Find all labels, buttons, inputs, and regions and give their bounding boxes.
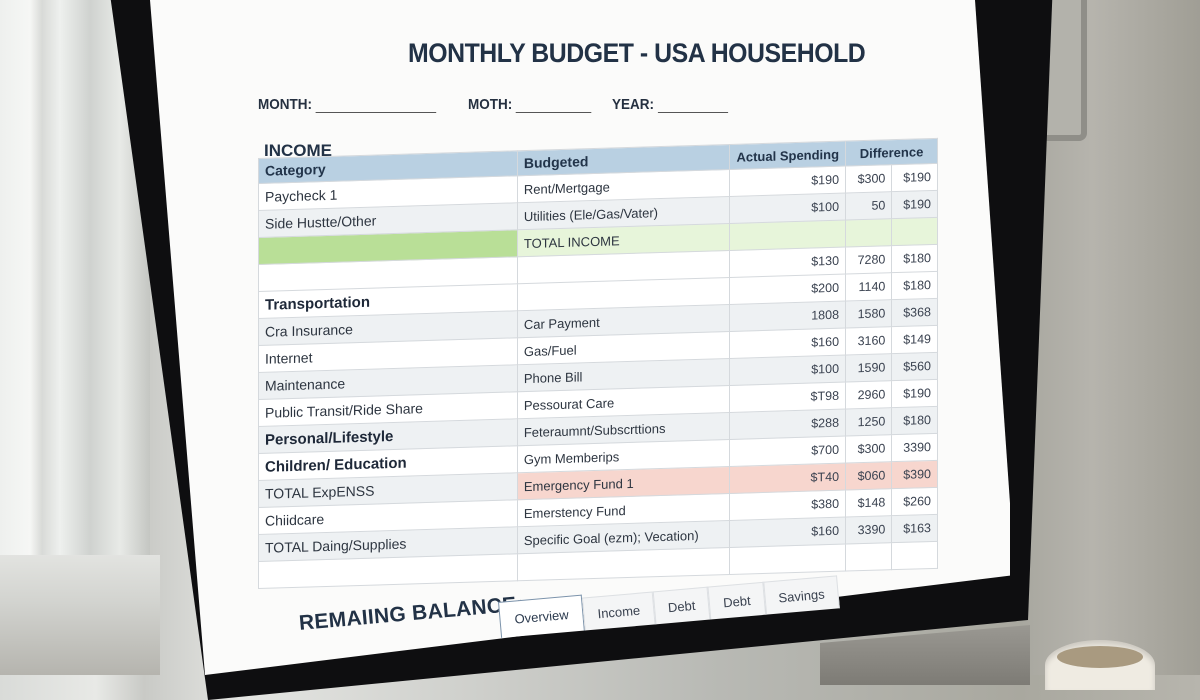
cell-difference[interactable]: $190	[891, 163, 938, 192]
tab-savings[interactable]: Savings	[763, 575, 840, 615]
remaining-balance-label: REMAIING BALANCE:	[298, 592, 525, 635]
cell-value[interactable]: $060	[845, 461, 892, 491]
cell-actual[interactable]: $190	[729, 166, 846, 197]
column-header-difference[interactable]: Difference	[845, 138, 938, 167]
month-field[interactable]: MONTH:	[258, 96, 437, 113]
cell-actual[interactable]: $130	[729, 247, 846, 278]
cell-actual[interactable]: $160	[729, 517, 846, 548]
moth-label: MOTH:	[468, 96, 513, 113]
cell-value[interactable]: 7280	[845, 245, 892, 275]
cell-actual[interactable]	[729, 220, 846, 251]
cell-difference[interactable]: $368	[891, 298, 938, 327]
budget-table-container: Category Budgeted Actual Spending Differ…	[258, 138, 938, 589]
cell-value[interactable]: $148	[845, 488, 892, 518]
cell-difference[interactable]	[891, 217, 938, 246]
cell-actual[interactable]	[729, 544, 846, 575]
cell-value[interactable]: 1140	[845, 272, 892, 302]
cell-value[interactable]: 3390	[845, 515, 892, 545]
cell-actual[interactable]: $T98	[729, 382, 846, 413]
cell-value[interactable]: 1250	[845, 407, 892, 437]
year-label: YEAR:	[612, 96, 655, 113]
cell-actual[interactable]: $380	[729, 490, 846, 521]
tab-income[interactable]: Income	[582, 591, 656, 631]
cell-value[interactable]: $300	[845, 434, 892, 464]
cell-actual[interactable]: 1808	[729, 301, 846, 332]
cell-difference[interactable]: $190	[891, 190, 938, 219]
cell-value[interactable]: 1590	[845, 353, 892, 383]
tab-debt[interactable]: Debt	[652, 586, 711, 625]
background-window-sill	[0, 555, 160, 675]
moth-field[interactable]: MOTH:	[468, 96, 592, 113]
cell-difference[interactable]: 3390	[891, 433, 938, 462]
cell-difference[interactable]	[891, 541, 938, 570]
moth-input[interactable]	[515, 96, 592, 113]
budget-table: Category Budgeted Actual Spending Differ…	[258, 138, 938, 589]
page-title: MONTHLY BUDGET - USA HOUSEHOLD	[408, 38, 866, 68]
column-header-actual-spending[interactable]: Actual Spending	[729, 141, 846, 170]
cell-actual[interactable]: $100	[729, 193, 846, 224]
section-label-income: INCOME	[264, 141, 332, 160]
cell-actual[interactable]: $T40	[729, 463, 846, 494]
cell-actual[interactable]: $200	[729, 274, 846, 305]
cell-difference[interactable]: $180	[891, 271, 938, 300]
cell-value[interactable]: 2960	[845, 380, 892, 410]
cell-actual[interactable]: $160	[729, 328, 846, 359]
coffee	[1057, 646, 1143, 668]
year-input[interactable]	[657, 96, 728, 113]
cell-difference[interactable]: $560	[891, 352, 938, 381]
year-field[interactable]: YEAR:	[612, 96, 728, 113]
sheet-tabs: Overview Income Debt Debt Savings	[498, 572, 840, 638]
cell-value[interactable]: 50	[845, 191, 892, 221]
cell-difference[interactable]: $163	[891, 514, 938, 543]
cell-difference[interactable]: $390	[891, 460, 938, 489]
tab-debt-2[interactable]: Debt	[707, 581, 766, 620]
cell-value[interactable]: $300	[845, 164, 892, 194]
cell-difference[interactable]: $180	[891, 406, 938, 435]
tab-overview[interactable]: Overview	[498, 594, 586, 638]
cell-difference[interactable]: $260	[891, 487, 938, 516]
cell-difference[interactable]: $180	[891, 244, 938, 273]
cell-value[interactable]	[845, 218, 892, 248]
cell-difference[interactable]: $149	[891, 325, 938, 354]
cell-value[interactable]	[845, 542, 892, 572]
month-input[interactable]	[315, 96, 437, 113]
cell-actual[interactable]: $700	[729, 436, 846, 467]
cell-actual[interactable]: $100	[729, 355, 846, 386]
cell-budgeted[interactable]	[517, 547, 730, 581]
cell-value[interactable]: 1580	[845, 299, 892, 329]
budget-document: MONTHLY BUDGET - USA HOUSEHOLD MONTH: MO…	[258, 38, 938, 638]
cell-value[interactable]: 3160	[845, 326, 892, 356]
month-label: MONTH:	[258, 96, 312, 113]
cell-actual[interactable]: $288	[729, 409, 846, 440]
cell-difference[interactable]: $190	[891, 379, 938, 408]
